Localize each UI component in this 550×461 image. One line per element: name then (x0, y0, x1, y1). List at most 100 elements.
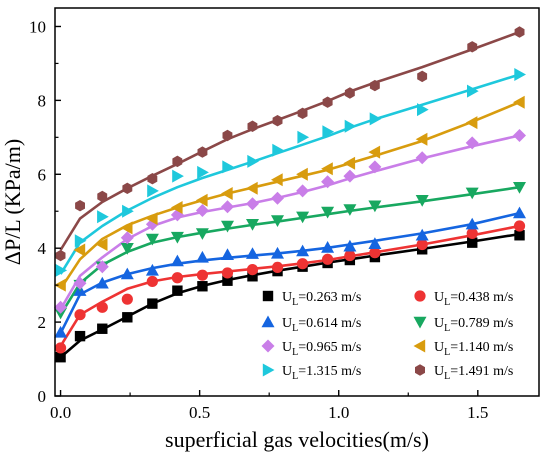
data-point-series-4 (221, 220, 234, 233)
data-point-series-8 (272, 115, 283, 127)
plot-frame (54, 7, 540, 397)
data-point-series-1 (467, 237, 478, 248)
legend-label-series-8: UL=1.491 m/s (434, 364, 513, 382)
data-point-series-5 (120, 231, 134, 245)
data-point-series-3 (368, 237, 382, 249)
data-point-series-3 (343, 239, 357, 252)
data-point-series-4 (170, 231, 184, 244)
data-point-series-6 (221, 187, 233, 200)
data-point-series-1 (97, 323, 108, 334)
data-point-series-4 (415, 195, 429, 207)
data-point-series-8 (297, 107, 308, 119)
data-point-series-6 (246, 181, 258, 195)
data-point-series-5 (246, 197, 259, 211)
data-point-series-1 (514, 230, 525, 241)
data-point-series-8 (197, 146, 208, 158)
fit-line-series-5 (59, 134, 520, 310)
data-point-series-3 (465, 217, 479, 230)
data-point-series-8 (369, 79, 380, 92)
legend-marker-series-5 (261, 339, 275, 353)
data-point-series-7 (97, 210, 109, 224)
fit-line-series-8 (59, 30, 520, 251)
data-point-series-1 (197, 281, 208, 292)
legend-label-series-6: UL=1.140 m/s (434, 340, 513, 358)
data-point-series-8 (172, 155, 183, 168)
data-point-series-7 (514, 68, 526, 81)
data-point-series-3 (95, 276, 109, 289)
data-point-series-2 (344, 249, 356, 262)
data-point-series-6 (513, 95, 525, 109)
y-axis-title: ΔP/L (KPa/m) (0, 139, 25, 265)
data-point-series-3 (170, 254, 184, 267)
data-point-series-3 (296, 244, 310, 257)
data-point-series-2 (221, 267, 234, 279)
legend-marker-series-2 (414, 290, 426, 302)
data-point-series-8 (97, 190, 108, 203)
data-point-series-2 (369, 247, 381, 259)
data-point-series-8 (417, 70, 428, 83)
data-point-series-4 (513, 182, 526, 194)
data-point-series-7 (272, 143, 284, 157)
data-point-series-3 (415, 228, 429, 241)
data-point-series-4 (343, 204, 357, 216)
data-point-series-8 (75, 200, 85, 212)
data-point-series-8 (344, 87, 355, 99)
data-point-series-3 (221, 248, 234, 260)
data-point-series-4 (120, 243, 134, 255)
data-point-series-4 (296, 211, 310, 224)
data-point-series-4 (271, 215, 284, 227)
data-point-series-7 (122, 204, 134, 218)
data-point-series-6 (120, 221, 133, 235)
fit-curves (59, 30, 520, 359)
data-point-series-5 (513, 129, 526, 142)
data-point-series-7 (222, 160, 234, 174)
y-tick-label: 10 (29, 17, 46, 36)
x-tick-label: 1.5 (467, 403, 488, 422)
data-point-series-5 (296, 184, 310, 198)
legend-marker-series-7 (262, 363, 275, 377)
data-point-series-2 (96, 301, 108, 313)
x-axis-title: superficial gas velocities(m/s) (165, 427, 429, 452)
data-points (54, 26, 526, 363)
data-point-series-3 (145, 263, 159, 276)
data-point-series-4 (195, 228, 209, 240)
data-point-series-7 (55, 263, 68, 277)
data-point-series-1 (74, 330, 86, 342)
data-point-series-8 (247, 120, 258, 132)
data-point-series-7 (369, 112, 382, 126)
data-point-series-4 (321, 206, 335, 219)
data-point-series-7 (147, 184, 159, 198)
y-tick-label: 4 (38, 239, 47, 258)
data-point-series-4 (465, 187, 479, 200)
y-tick-label: 8 (38, 91, 47, 110)
data-point-series-6 (296, 167, 308, 181)
data-point-series-8 (147, 173, 158, 185)
data-point-series-5 (221, 200, 234, 214)
data-point-series-6 (271, 173, 283, 187)
data-point-series-6 (73, 243, 86, 257)
data-point-series-2 (296, 258, 309, 270)
data-point-series-2 (171, 272, 183, 284)
legend-marker-series-3 (261, 315, 275, 328)
data-point-series-4 (246, 219, 259, 231)
data-point-series-5 (95, 260, 109, 274)
data-point-series-8 (322, 96, 333, 108)
data-point-series-7 (467, 84, 479, 98)
data-point-series-2 (74, 309, 86, 321)
data-point-series-3 (54, 325, 68, 338)
data-point-series-5 (195, 204, 209, 217)
data-point-series-7 (172, 169, 184, 183)
data-point-series-4 (368, 200, 382, 213)
x-tick-label: 1.0 (328, 403, 349, 422)
legend-label-series-5: UL=0.965 m/s (282, 340, 361, 358)
data-point-series-3 (321, 241, 335, 253)
data-point-series-7 (344, 119, 357, 133)
data-point-series-1 (147, 298, 158, 309)
data-point-series-1 (222, 275, 233, 286)
legend-label-series-4: UL=0.789 m/s (434, 316, 513, 334)
data-point-series-5 (343, 169, 357, 183)
data-point-series-6 (368, 145, 381, 159)
data-point-series-5 (271, 191, 284, 205)
data-point-series-5 (73, 276, 87, 290)
